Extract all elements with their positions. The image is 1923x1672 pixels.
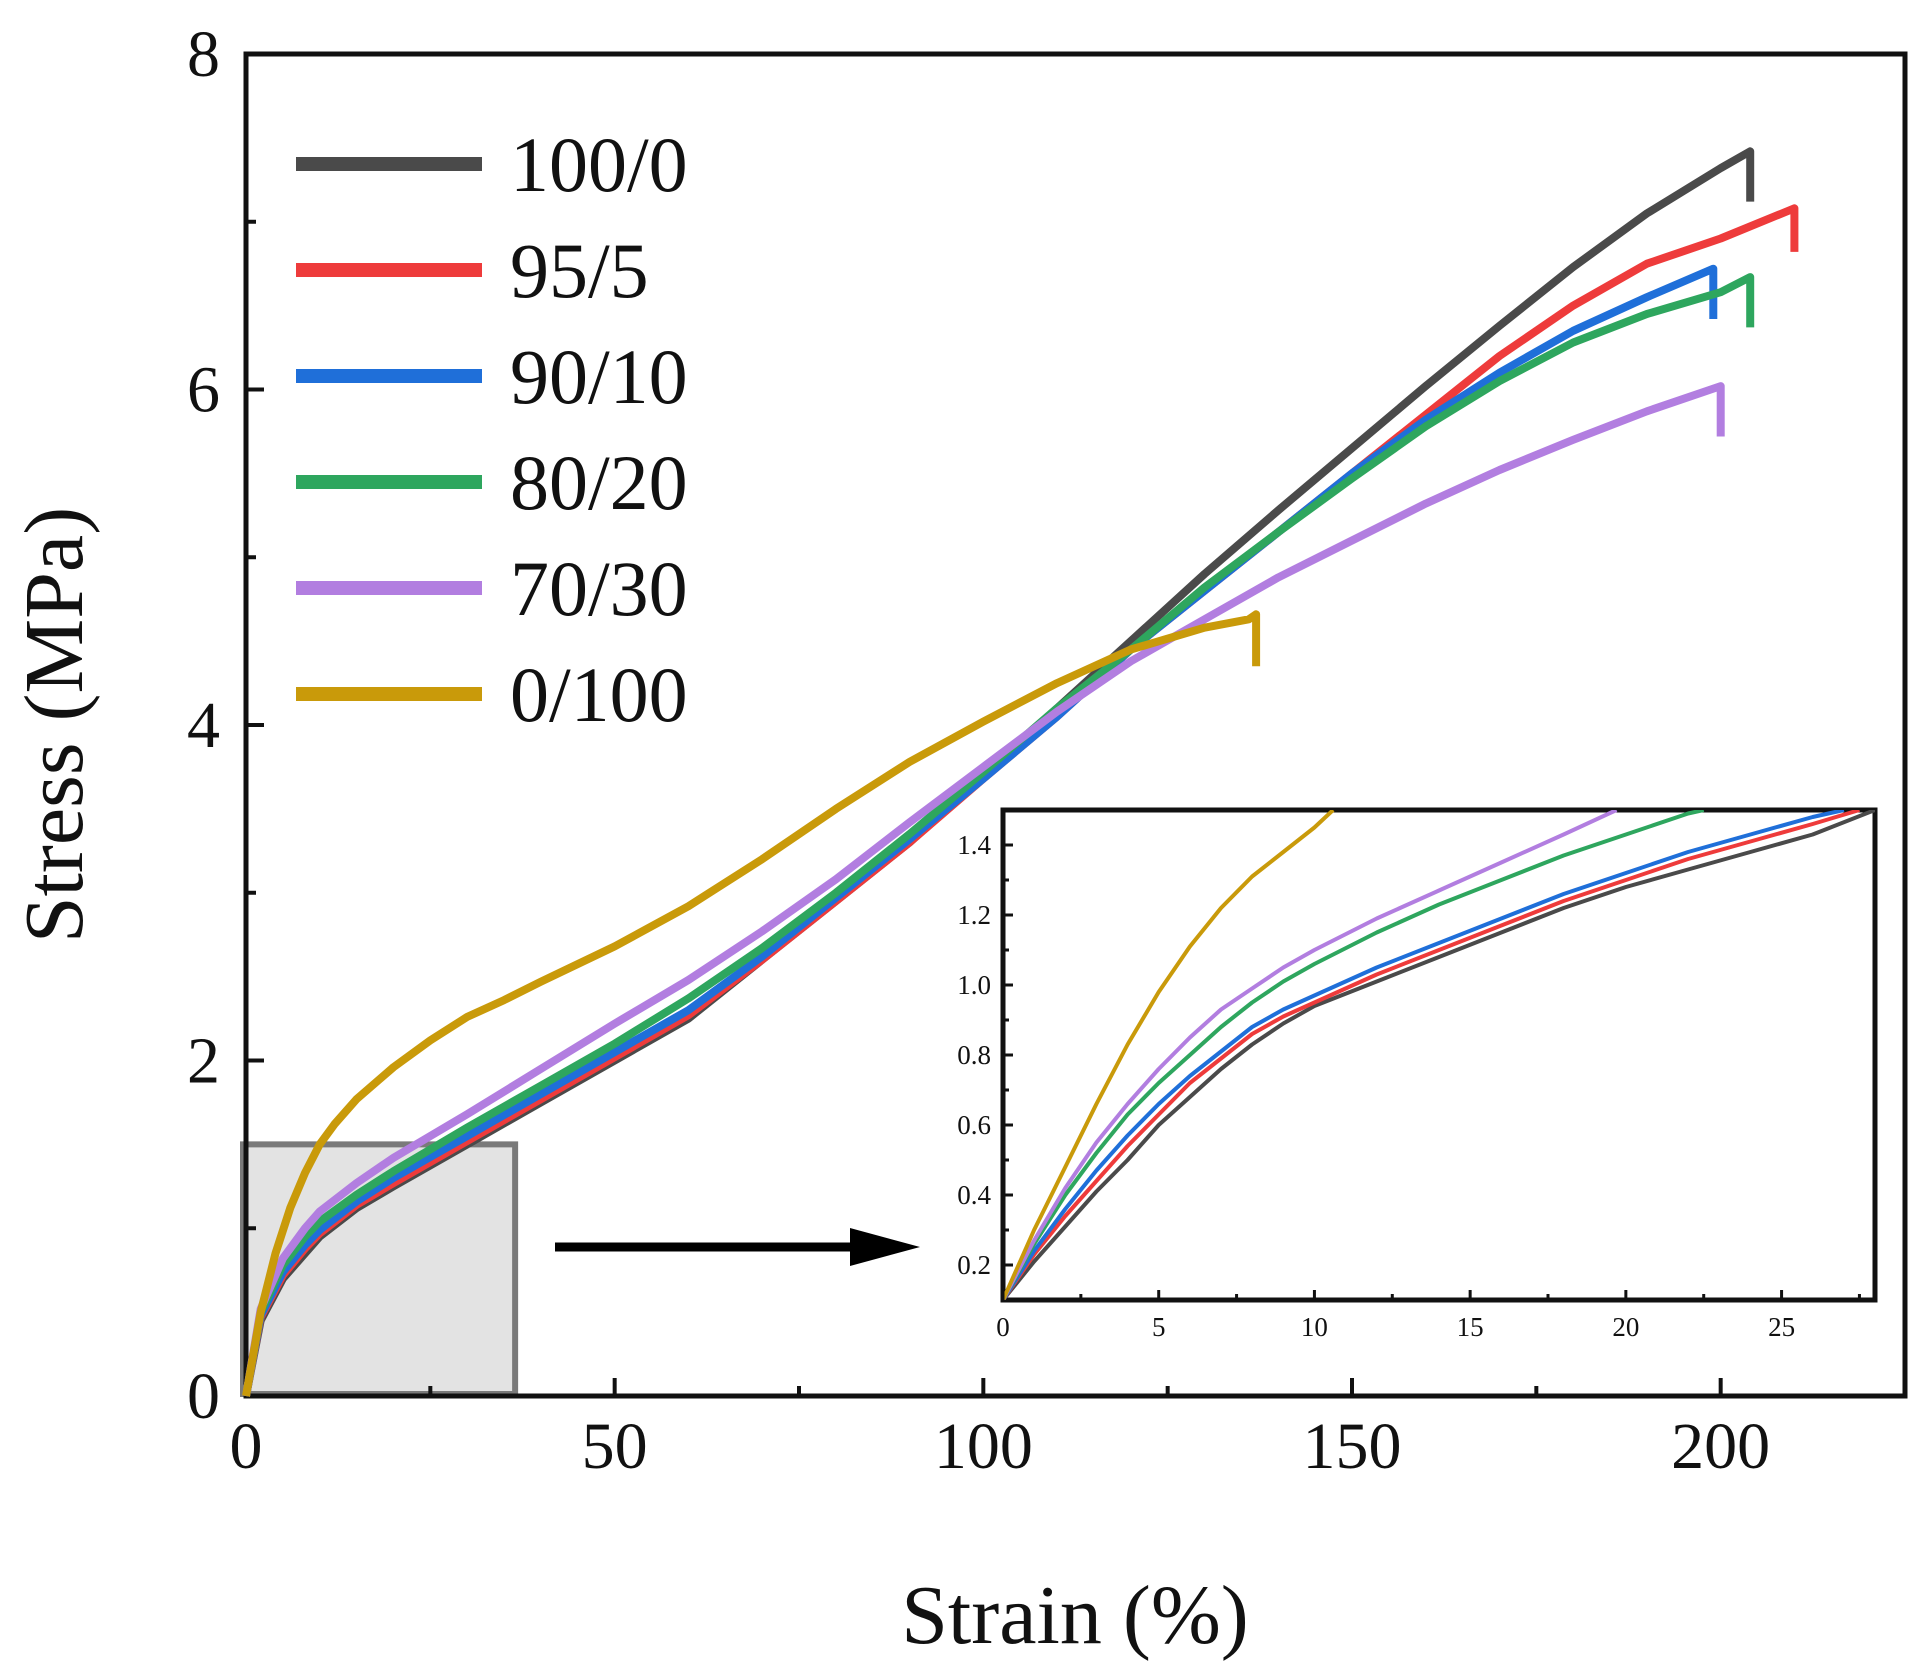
inset-series-line-100-0 [1003, 810, 1875, 1300]
x-tick-label: 100 [934, 1410, 1033, 1483]
inset-y-tick-label: 0.2 [957, 1250, 991, 1280]
main-series-group [242, 147, 1799, 1397]
legend: 100/0 95/5 90/10 80/20 70/30 0/100 [296, 121, 688, 738]
x-tick-label: 50 [582, 1410, 648, 1483]
y-tick-label: 2 [187, 1025, 220, 1098]
inset-y-tick-label: 0.4 [957, 1180, 991, 1210]
inset-y-tick-label: 1.4 [957, 830, 991, 860]
x-tick-label: 150 [1303, 1410, 1402, 1483]
inset-y-tick-label: 1.2 [957, 900, 991, 930]
y-tick-label: 6 [187, 354, 220, 427]
inset-x-tick-label: 5 [1152, 1312, 1166, 1342]
inset-y-tick-label: 1.0 [957, 970, 991, 1000]
inset-series-line-90-10 [1003, 810, 1845, 1300]
series-line-80-20 [242, 273, 1755, 1397]
legend-label-0-100: 0/100 [510, 651, 688, 738]
legend-label-95-5: 95/5 [510, 227, 649, 314]
inset-x-tick-label: 25 [1768, 1312, 1795, 1342]
legend-label-70-30: 70/30 [510, 545, 688, 632]
inset-series-line-0-100 [1003, 810, 1335, 1300]
inset-series-line-95-5 [1003, 810, 1860, 1300]
inset-series-line-80-20 [1003, 810, 1705, 1300]
y-tick-label: 0 [187, 1360, 220, 1433]
inset-x-tick-label: 15 [1457, 1312, 1484, 1342]
inset-x-tick-label: 20 [1612, 1312, 1639, 1342]
inset-chart: 0 5 10 15 20 25 0.2 0.4 0.6 0.8 1.0 1.2 1.4 [957, 807, 1878, 1342]
legend-label-90-10: 90/10 [510, 333, 688, 420]
inset-series-group [1003, 810, 1875, 1300]
x-tick-label: 200 [1671, 1410, 1770, 1483]
x-axis-title: Strain (%) [901, 1569, 1249, 1662]
y-tick-label: 8 [187, 18, 220, 91]
inset-x-tick-label: 10 [1301, 1312, 1328, 1342]
series-line-70-30 [242, 382, 1725, 1397]
inset-x-tick-label: 0 [996, 1312, 1010, 1342]
y-axis-title: Stress (MPa) [8, 507, 101, 943]
zoom-arrow [555, 1228, 920, 1266]
inset-y-tick-label: 0.8 [957, 1040, 991, 1070]
inset-frame [1000, 807, 1878, 1303]
legend-label-80-20: 80/20 [510, 439, 688, 526]
inset-series-line-70-30 [1003, 810, 1618, 1300]
y-tick-label: 4 [187, 689, 220, 762]
legend-label-100-0: 100/0 [510, 121, 688, 208]
x-tick-label: 0 [230, 1410, 263, 1483]
inset-y-tick-label: 0.6 [957, 1110, 991, 1140]
series-line-0-100 [242, 610, 1261, 1397]
inset-axis-ticks: 0 5 10 15 20 25 0.2 0.4 0.6 0.8 1.0 1.2 1.4 [957, 808, 1861, 1342]
